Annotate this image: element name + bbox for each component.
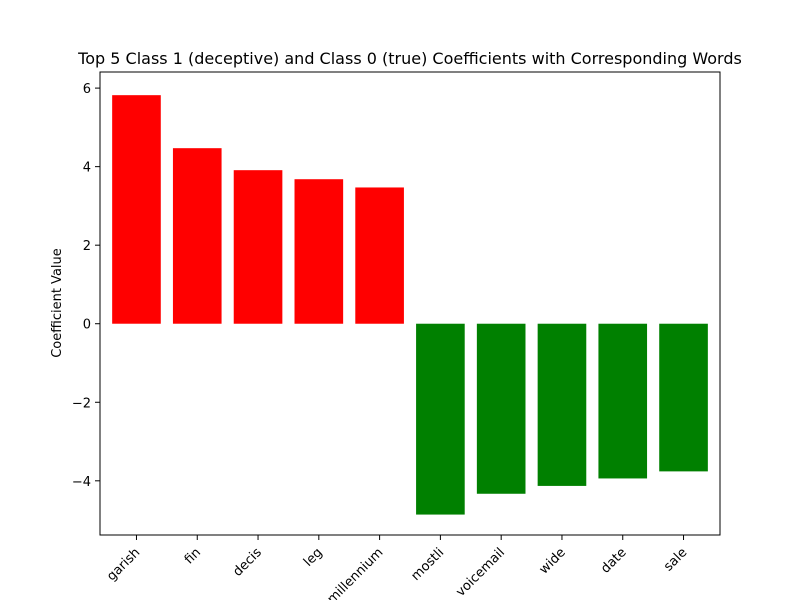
- bar-fin: [172, 148, 222, 324]
- bar-leg: [294, 179, 344, 324]
- x-tick-label-garish: garish: [104, 545, 143, 584]
- y-axis-label: Coefficient Value: [50, 248, 65, 358]
- chart-title: Top 5 Class 1 (deceptive) and Class 0 (t…: [77, 49, 742, 68]
- x-tick-label-leg: leg: [301, 545, 326, 570]
- x-tick-label-fin: fin: [182, 545, 204, 567]
- x-tick-label-voicemail: voicemail: [453, 545, 508, 600]
- x-tick-label-decis: decis: [230, 545, 265, 580]
- bar-garish: [112, 95, 161, 324]
- y-tick-label: −2: [72, 396, 91, 411]
- y-tick-label: −4: [72, 475, 91, 490]
- x-tick-label-date: date: [598, 545, 629, 576]
- x-tick-label-sale: sale: [661, 545, 690, 574]
- x-tick-label-wide: wide: [537, 545, 569, 577]
- x-tick-label-millennium: millennium: [325, 545, 387, 600]
- x-tick-label-mostli: mostli: [409, 545, 448, 584]
- y-tick-label: 4: [83, 161, 91, 176]
- bar-date: [598, 323, 648, 479]
- bar-sale: [659, 323, 708, 472]
- plot-frame: [99, 71, 721, 536]
- bar-mostli: [416, 323, 465, 515]
- bar-millennium: [355, 187, 404, 324]
- bar-decis: [233, 170, 283, 324]
- y-tick-label: 6: [83, 82, 91, 97]
- bar-wide: [537, 323, 587, 486]
- bars-group: [112, 95, 708, 515]
- bar-voicemail: [476, 323, 526, 494]
- y-tick-label: 2: [83, 239, 91, 254]
- y-tick-label: 0: [83, 318, 91, 333]
